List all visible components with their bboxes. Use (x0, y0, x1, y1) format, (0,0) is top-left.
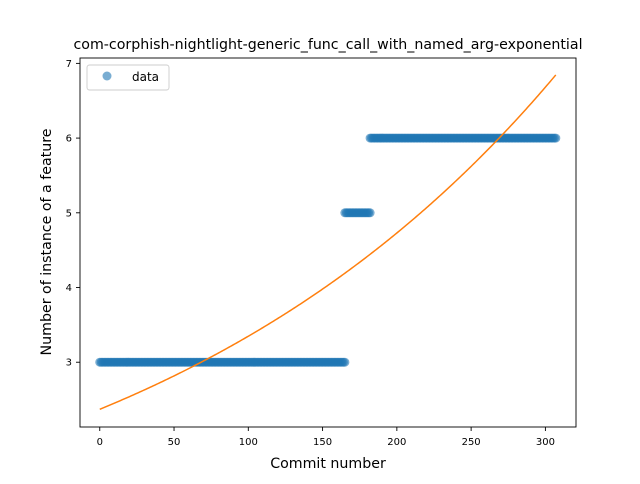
y-tick-label: 6 (66, 134, 72, 145)
data-point (365, 208, 375, 218)
y-tick-label: 4 (66, 283, 72, 294)
fit-line-layer (99, 74, 557, 410)
x-tick-label: 100 (239, 437, 258, 448)
x-tick-label: 150 (313, 437, 332, 448)
plot-frame (79, 57, 577, 428)
y-tick-label: 7 (66, 59, 72, 70)
x-tick-label: 50 (168, 437, 181, 448)
data-point (340, 357, 350, 367)
y-tick-label: 3 (66, 358, 72, 369)
x-tick-label: 0 (97, 437, 103, 448)
legend: data (86, 64, 170, 91)
x-tick-label: 300 (536, 437, 555, 448)
legend-box (86, 64, 170, 91)
legend-label-data: data (132, 70, 159, 84)
fit-line (99, 74, 557, 410)
chart-title: com-corphish-nightlight-generic_func_cal… (73, 37, 582, 53)
x-axis-label: Commit number (270, 456, 386, 472)
y-axis-ticks: 3 4 5 6 7 (66, 59, 80, 369)
legend-marker-data (102, 71, 112, 81)
y-tick-label: 5 (66, 208, 72, 219)
x-tick-label: 200 (387, 437, 406, 448)
x-axis-ticks: 0 50 100 150 200 250 300 (97, 427, 555, 448)
data-point (551, 133, 561, 143)
y-axis-label: Number of instance of a feature (39, 129, 55, 356)
data-points-layer (95, 133, 561, 367)
x-tick-label: 250 (462, 437, 481, 448)
